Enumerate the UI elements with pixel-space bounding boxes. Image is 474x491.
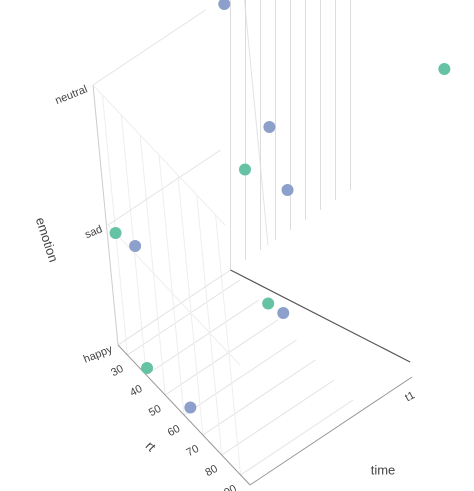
z-axis-title: emotion [33, 215, 62, 264]
y-tick-label: 50 [147, 403, 163, 419]
y-tick-label: 80 [203, 463, 219, 479]
grid-line [107, 224, 241, 366]
grid-line [215, 214, 242, 476]
axis-line [92, 84, 119, 346]
point [281, 184, 294, 196]
axis-line [249, 376, 413, 486]
grid-line [183, 339, 297, 416]
grid-line [101, 94, 128, 356]
x-tick-label: t1 [403, 389, 417, 404]
z-tick-label: sad [83, 223, 104, 241]
y-tick-label: 30 [109, 363, 125, 379]
point [263, 121, 276, 133]
x-axis-title: time [371, 462, 396, 477]
grid-line [158, 154, 185, 416]
point [109, 227, 122, 239]
point [238, 163, 251, 176]
point [277, 307, 290, 319]
axis-line [117, 344, 251, 486]
z-tick-label: happy [82, 343, 115, 366]
point [218, 0, 231, 10]
grid-line [240, 399, 354, 476]
z-tick-label: neutral [54, 83, 90, 107]
axis-line [230, 269, 411, 363]
y-tick-label: 40 [128, 383, 144, 399]
grid-line [107, 149, 221, 226]
point [184, 401, 197, 414]
y-tick-label: 90 [222, 483, 238, 491]
grid-line [139, 134, 166, 396]
point [129, 240, 142, 252]
point [262, 297, 275, 310]
point [438, 63, 451, 75]
grid-line [202, 359, 316, 436]
grid-line [164, 319, 278, 396]
grid [92, 0, 354, 486]
grid-line [146, 299, 260, 376]
point [141, 362, 154, 374]
grid-line [243, 0, 269, 246]
y-tick-label: 60 [166, 423, 182, 439]
y-tick-label: 70 [185, 443, 201, 459]
grid-line [221, 379, 335, 456]
marks [109, 0, 451, 414]
grid-line [92, 9, 206, 86]
grid-line [117, 269, 231, 346]
grid-line [196, 194, 223, 456]
grid-line [127, 279, 241, 356]
grid-line [177, 174, 204, 436]
y-axis-title: rt [143, 438, 159, 454]
grid-line [92, 84, 226, 226]
